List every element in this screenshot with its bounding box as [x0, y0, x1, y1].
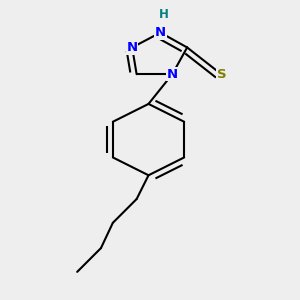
- Text: N: N: [167, 68, 178, 81]
- Text: H: H: [158, 8, 168, 21]
- Text: N: N: [127, 41, 138, 54]
- Text: N: N: [155, 26, 166, 39]
- Text: S: S: [217, 68, 226, 81]
